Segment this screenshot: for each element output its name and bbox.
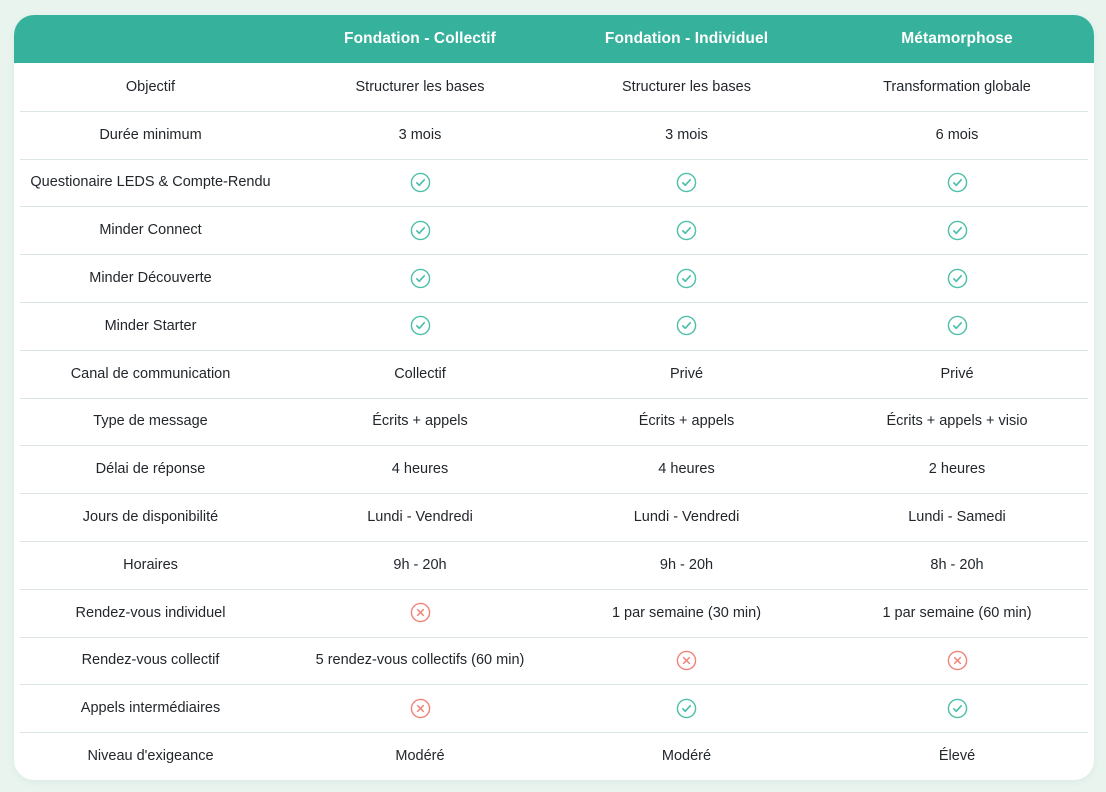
cross-icon (410, 698, 431, 719)
cell-value: 8h - 20h (930, 556, 984, 573)
cell-value: 6 mois (935, 126, 979, 143)
cross-icon (947, 650, 968, 671)
cell-value: Écrits + appels (638, 413, 735, 430)
check-icon (410, 172, 431, 193)
cell-value (287, 302, 553, 350)
cell-value: Lundi - Vendredi (367, 509, 473, 526)
row-label: Jours de disponibilité (82, 509, 219, 526)
table-row: Objectif Structurer les bases Structurer… (14, 63, 1094, 111)
cross-icon (676, 650, 697, 671)
row-label: Appels intermédiaires (80, 700, 221, 717)
table-body: Objectif Structurer les bases Structurer… (14, 63, 1094, 780)
row-label: Rendez-vous collectif (81, 652, 220, 669)
cell-value (287, 206, 553, 254)
cell-value (553, 684, 820, 732)
cell-value: 9h - 20h (393, 556, 447, 573)
cell-value: 4 heures (658, 461, 715, 478)
check-icon (410, 220, 431, 241)
row-label: Durée minimum (99, 126, 202, 143)
cell-value (287, 159, 553, 207)
cell-value (820, 684, 1094, 732)
check-icon (947, 698, 968, 719)
check-icon (947, 172, 968, 193)
table-row: Jours de disponibilité Lundi - Vendredi … (14, 493, 1094, 541)
cell-value (287, 254, 553, 302)
cell-value (553, 206, 820, 254)
row-label: Délai de réponse (95, 461, 206, 478)
cell-value: Structurer les bases (622, 78, 751, 95)
check-icon (676, 220, 697, 241)
cell-value (287, 589, 553, 637)
table-row: Questionaire LEDS & Compte-Rendu (14, 158, 1094, 207)
check-icon (676, 698, 697, 719)
row-label: Canal de communication (70, 365, 231, 382)
row-label: Minder Découverte (89, 270, 212, 287)
check-icon (947, 315, 968, 336)
cell-value: Privé (940, 365, 974, 382)
cell-value: 3 mois (398, 126, 442, 143)
check-icon (676, 268, 697, 289)
check-icon (947, 268, 968, 289)
table-row: Appels intermédiaires (14, 684, 1094, 732)
table-row: Niveau d'exigeance Modéré Modéré Élevé (14, 732, 1094, 780)
row-label: Objectif (125, 78, 176, 95)
cell-value (553, 302, 820, 350)
comparison-table: Fondation - Collectif Fondation - Indivi… (14, 15, 1094, 780)
cell-value (553, 159, 820, 207)
cell-value: 4 heures (391, 461, 449, 478)
row-label: Minder Connect (99, 222, 202, 239)
cell-value: Écrits + appels + visio (886, 413, 1028, 430)
row-label: Minder Starter (104, 317, 197, 334)
table-header: Fondation - Collectif Fondation - Indivi… (14, 15, 1094, 63)
row-label: Horaires (123, 556, 178, 573)
row-label: Rendez-vous individuel (75, 604, 226, 621)
check-icon (676, 172, 697, 193)
column-header-fondation-collectif: Fondation - Collectif (344, 30, 496, 47)
row-label: Niveau d'exigeance (87, 748, 214, 765)
cell-value: 1 par semaine (60 min) (882, 604, 1032, 621)
cell-value (553, 637, 820, 685)
cell-value (820, 159, 1094, 207)
column-header-metamorphose: Métamorphose (901, 30, 1013, 47)
cell-value (820, 302, 1094, 350)
table-row: Minder Connect (14, 206, 1094, 254)
cell-value: Structurer les bases (355, 78, 485, 95)
cell-value: Lundi - Vendredi (633, 509, 740, 526)
cross-icon (410, 602, 431, 623)
cell-value: 3 mois (665, 126, 708, 143)
cell-value: 1 par semaine (30 min) (611, 604, 762, 621)
table-row: Durée minimum 3 mois 3 mois 6 mois (14, 110, 1094, 159)
cell-value: Privé (669, 365, 704, 382)
cell-value (820, 637, 1094, 685)
cell-value (287, 684, 553, 732)
check-icon (410, 315, 431, 336)
check-icon (410, 268, 431, 289)
check-icon (947, 220, 968, 241)
table-row: Horaires 9h - 20h 9h - 20h 8h - 20h (14, 540, 1094, 589)
cell-value: 9h - 20h (659, 556, 714, 573)
row-label: Questionaire LEDS & Compte-Rendu (30, 174, 271, 191)
cell-value: 5 rendez-vous collectifs (60 min) (315, 652, 525, 669)
row-label: Type de message (93, 413, 208, 430)
column-header-fondation-individuel: Fondation - Individuel (604, 30, 769, 47)
check-icon (676, 315, 697, 336)
table-row: Rendez-vous individuel 1 par semaine (30… (14, 588, 1094, 637)
cell-value: Écrits + appels (372, 413, 468, 430)
table-row: Type de message Écrits + appels Écrits +… (14, 397, 1094, 446)
cell-value (553, 254, 820, 302)
table-row: Délai de réponse 4 heures 4 heures 2 heu… (14, 445, 1094, 493)
table-row: Minder Starter (14, 301, 1094, 350)
cell-value: Transformation globale (883, 78, 1031, 95)
table-row: Minder Découverte (14, 254, 1094, 302)
table-row: Rendez-vous collectif 5 rendez-vous coll… (14, 636, 1094, 685)
cell-value (820, 254, 1094, 302)
cell-value: Modéré (661, 748, 712, 765)
cell-value: Modéré (395, 748, 445, 765)
cell-value: 2 heures (928, 461, 986, 478)
cell-value: Élevé (938, 748, 976, 765)
cell-value: Lundi - Samedi (908, 509, 1006, 526)
cell-value (820, 206, 1094, 254)
cell-value: Collectif (394, 365, 446, 382)
table-row: Canal de communication Collectif Privé P… (14, 349, 1094, 398)
